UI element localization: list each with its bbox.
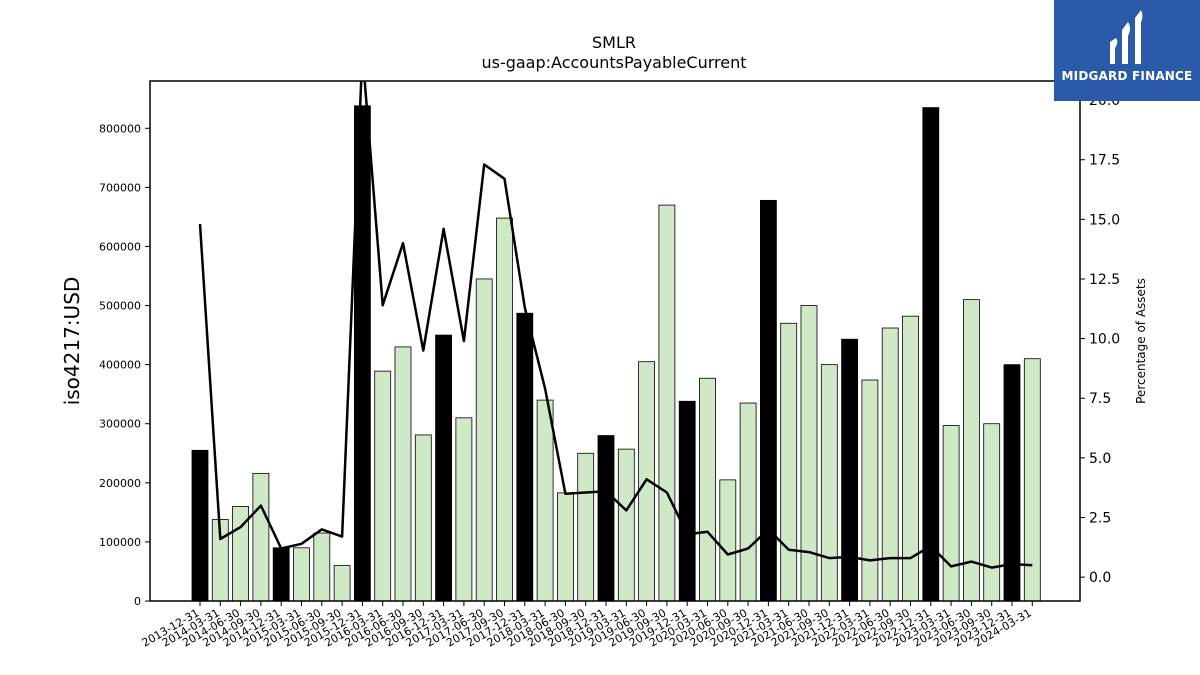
y-tick-label: 600000 (99, 240, 141, 253)
y-axis-left: 0 100000 200000 300000 400000 500000 600000 700… (99, 122, 150, 608)
percentage-line (198, 81, 1033, 569)
y-tick-label: 300000 (99, 418, 141, 431)
bar (922, 107, 940, 602)
bar (617, 448, 635, 602)
bar (252, 472, 270, 602)
bar (516, 312, 534, 602)
bar (983, 423, 1001, 602)
bar (597, 435, 615, 602)
y-right-tick-label: 2.5 (1089, 511, 1111, 527)
y-right-tick-label: 10.0 (1089, 332, 1120, 348)
y-axis-right-label: Percentage of Assets (1134, 278, 1148, 404)
bar (435, 334, 453, 602)
bar (272, 547, 290, 602)
bar (557, 492, 574, 602)
y-axis-right: 0.02.55.07.510.012.515.017.520.0 (1080, 93, 1120, 586)
y-right-tick-label: 5.0 (1089, 451, 1111, 467)
bar (942, 425, 960, 602)
bar (313, 532, 331, 602)
y-axis-label: iso4217:USD (60, 277, 84, 406)
bar (333, 565, 351, 602)
bar (414, 434, 432, 602)
bar (536, 399, 554, 602)
logo-mark-icon (1110, 10, 1143, 64)
bar (699, 377, 716, 602)
bar (719, 479, 737, 602)
bar (678, 400, 696, 602)
y-right-tick-label: 12.5 (1089, 272, 1120, 288)
bars-group (191, 105, 1041, 602)
bar (475, 278, 493, 602)
logo-text: MIDGARD FINANCE (1061, 69, 1193, 83)
y-tick-label: 100000 (99, 536, 141, 549)
bar (780, 322, 798, 602)
y-tick-label: 0 (134, 595, 141, 608)
bar (374, 370, 392, 602)
line-group (198, 81, 1033, 569)
bar (800, 305, 818, 602)
bar (820, 364, 838, 602)
bar (881, 327, 899, 602)
bar (861, 379, 879, 602)
bar (496, 217, 513, 602)
y-right-tick-label: 17.5 (1089, 153, 1120, 169)
bar (739, 402, 757, 602)
bar (394, 346, 412, 602)
y-right-tick-label: 0.0 (1089, 570, 1111, 586)
bar (191, 449, 209, 602)
chart-subtitle: us-gaap:AccountsPayableCurrent (481, 53, 746, 72)
bar (577, 452, 595, 602)
y-right-tick-label: 15.0 (1089, 212, 1120, 228)
chart-title: SMLR (592, 33, 636, 52)
bar (658, 204, 676, 602)
y-tick-label: 800000 (99, 122, 141, 135)
logo: MIDGARD FINANCE (1054, 0, 1200, 101)
y-right-tick-label: 7.5 (1089, 391, 1111, 407)
bar (293, 547, 310, 602)
plot-frame (149, 80, 1081, 602)
x-axis: 2013-12-312014-03-312014-06-302014-09-30… (140, 601, 1034, 650)
bar (841, 338, 858, 602)
bar (455, 417, 473, 602)
y-tick-label: 700000 (99, 181, 141, 194)
bar (760, 199, 777, 602)
y-tick-label: 400000 (99, 359, 141, 372)
y-tick-label: 200000 (99, 477, 141, 490)
bar (963, 299, 980, 602)
y-tick-label: 500000 (99, 300, 141, 313)
